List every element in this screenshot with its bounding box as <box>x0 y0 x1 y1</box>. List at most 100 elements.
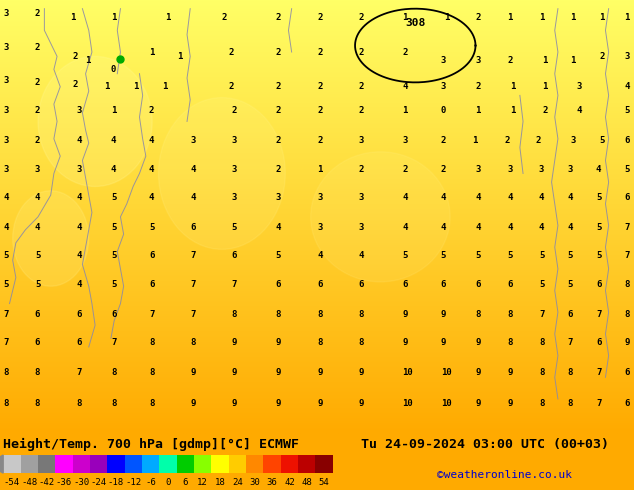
Text: 3: 3 <box>507 165 512 173</box>
Text: 9: 9 <box>476 399 481 408</box>
Text: 2: 2 <box>222 13 227 22</box>
Text: 9: 9 <box>190 368 195 377</box>
Text: 8: 8 <box>507 310 512 319</box>
Text: 8: 8 <box>539 399 544 408</box>
Text: 9: 9 <box>507 368 512 377</box>
Text: 4: 4 <box>3 193 8 202</box>
Text: 2: 2 <box>441 165 446 173</box>
Text: 1: 1 <box>178 52 183 61</box>
Bar <box>107 455 125 473</box>
Bar <box>38 455 55 473</box>
Text: 2: 2 <box>358 13 363 22</box>
Text: 4: 4 <box>403 82 408 91</box>
Text: 2: 2 <box>35 136 40 146</box>
Bar <box>194 455 211 473</box>
Text: 4: 4 <box>507 223 512 232</box>
Text: 9: 9 <box>403 338 408 347</box>
Text: 5: 5 <box>596 193 601 202</box>
Text: 24: 24 <box>232 478 243 487</box>
Text: 1: 1 <box>472 136 477 146</box>
Bar <box>159 455 177 473</box>
Text: 5: 5 <box>476 251 481 260</box>
Text: 2: 2 <box>358 106 363 115</box>
Text: 3: 3 <box>624 52 630 61</box>
Text: 2: 2 <box>317 13 322 22</box>
Text: -48: -48 <box>21 478 37 487</box>
Text: 2: 2 <box>35 106 40 115</box>
Text: 7: 7 <box>539 310 544 319</box>
Text: 6: 6 <box>624 368 630 377</box>
Text: 6: 6 <box>111 310 116 319</box>
Text: 7: 7 <box>596 399 601 408</box>
Text: 2: 2 <box>476 82 481 91</box>
Text: 8: 8 <box>567 399 573 408</box>
Text: 8: 8 <box>231 310 236 319</box>
Text: 6: 6 <box>276 279 281 289</box>
Text: 10: 10 <box>403 399 413 408</box>
Text: 1: 1 <box>162 82 167 91</box>
Text: 7: 7 <box>190 279 195 289</box>
Text: 1: 1 <box>111 13 116 22</box>
Bar <box>142 455 159 473</box>
Text: 4: 4 <box>76 223 81 232</box>
Text: 3: 3 <box>276 193 281 202</box>
Text: 3: 3 <box>3 136 8 146</box>
Text: 4: 4 <box>624 82 630 91</box>
Text: 7: 7 <box>190 310 195 319</box>
Text: 8: 8 <box>476 310 481 319</box>
Text: 3: 3 <box>231 165 236 173</box>
Text: 3: 3 <box>441 82 446 91</box>
Text: 6: 6 <box>596 338 601 347</box>
Text: 9: 9 <box>276 399 281 408</box>
Text: 4: 4 <box>317 251 322 260</box>
Text: 3: 3 <box>476 165 481 173</box>
Text: 3: 3 <box>441 56 446 65</box>
Text: 48: 48 <box>301 478 312 487</box>
Text: 4: 4 <box>111 165 116 173</box>
Text: 6: 6 <box>358 279 363 289</box>
Text: 9: 9 <box>358 399 363 408</box>
Ellipse shape <box>158 98 285 249</box>
Text: 4: 4 <box>476 193 481 202</box>
Text: 0: 0 <box>111 65 116 74</box>
Text: -54: -54 <box>4 478 20 487</box>
Text: 2: 2 <box>358 48 363 56</box>
Text: 4: 4 <box>76 251 81 260</box>
Text: 2: 2 <box>317 82 322 91</box>
Text: 6: 6 <box>596 279 601 289</box>
Text: 3: 3 <box>35 165 40 173</box>
Text: 6: 6 <box>76 310 81 319</box>
Text: 5: 5 <box>276 251 281 260</box>
Text: 5: 5 <box>624 106 630 115</box>
Text: 308: 308 <box>405 18 425 28</box>
Text: 4: 4 <box>507 193 512 202</box>
Text: 5: 5 <box>111 251 116 260</box>
Text: 6: 6 <box>35 338 40 347</box>
Text: 7: 7 <box>111 338 116 347</box>
Text: 3: 3 <box>567 165 573 173</box>
Text: 5: 5 <box>111 223 116 232</box>
Text: -24: -24 <box>91 478 107 487</box>
Text: 8: 8 <box>624 310 630 319</box>
Text: 1: 1 <box>111 106 116 115</box>
Text: 3: 3 <box>3 43 8 52</box>
Text: 1: 1 <box>507 13 512 22</box>
Text: 2: 2 <box>73 52 78 61</box>
Text: -18: -18 <box>108 478 124 487</box>
Text: 4: 4 <box>567 193 573 202</box>
Text: ©weatheronline.co.uk: ©weatheronline.co.uk <box>437 470 573 480</box>
Text: 2: 2 <box>276 165 281 173</box>
Text: 6: 6 <box>476 279 481 289</box>
Text: 1: 1 <box>403 106 408 115</box>
Text: 7: 7 <box>149 310 154 319</box>
Text: 5: 5 <box>3 279 8 289</box>
Text: 8: 8 <box>3 368 8 377</box>
Text: 8: 8 <box>190 338 195 347</box>
Text: 6: 6 <box>567 310 573 319</box>
Text: 9: 9 <box>190 399 195 408</box>
Text: 1: 1 <box>476 106 481 115</box>
Text: 3: 3 <box>358 193 363 202</box>
Text: 2: 2 <box>441 136 446 146</box>
Text: 5: 5 <box>507 251 512 260</box>
Text: 5: 5 <box>111 193 116 202</box>
